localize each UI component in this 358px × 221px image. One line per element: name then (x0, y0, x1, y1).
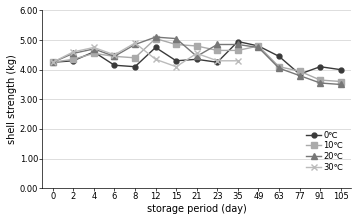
20℃ (112, 55, 117, 58)
30℃ (50, 61, 55, 64)
0℃ (92, 51, 96, 53)
Line: 30℃: 30℃ (49, 40, 241, 70)
10℃ (195, 45, 199, 47)
10℃ (236, 49, 240, 52)
10℃ (318, 79, 322, 81)
0℃ (318, 65, 322, 68)
0℃ (71, 59, 76, 62)
20℃ (256, 46, 261, 49)
20℃ (174, 37, 178, 40)
30℃ (112, 53, 117, 56)
20℃ (318, 82, 322, 84)
Line: 0℃: 0℃ (50, 39, 343, 76)
30℃ (133, 42, 137, 44)
30℃ (236, 59, 240, 62)
10℃ (256, 45, 261, 47)
10℃ (174, 43, 178, 46)
0℃ (256, 45, 261, 47)
20℃ (133, 43, 137, 46)
20℃ (236, 43, 240, 46)
X-axis label: storage period (day): storage period (day) (147, 204, 247, 214)
0℃ (112, 64, 117, 67)
10℃ (133, 57, 137, 59)
10℃ (339, 80, 343, 83)
20℃ (297, 74, 302, 77)
30℃ (195, 52, 199, 55)
20℃ (154, 36, 158, 38)
0℃ (50, 61, 55, 64)
10℃ (92, 52, 96, 55)
10℃ (215, 49, 219, 52)
10℃ (277, 65, 281, 68)
30℃ (92, 46, 96, 49)
0℃ (339, 68, 343, 71)
0℃ (297, 73, 302, 75)
0℃ (133, 65, 137, 68)
20℃ (71, 52, 76, 55)
0℃ (174, 59, 178, 62)
20℃ (339, 83, 343, 86)
30℃ (71, 51, 76, 53)
Line: 10℃: 10℃ (49, 35, 344, 85)
0℃ (277, 55, 281, 58)
20℃ (277, 67, 281, 70)
10℃ (112, 55, 117, 58)
20℃ (215, 43, 219, 46)
0℃ (215, 61, 219, 64)
30℃ (154, 58, 158, 61)
Line: 20℃: 20℃ (49, 34, 344, 88)
30℃ (174, 65, 178, 68)
Legend: 0℃, 10℃, 20℃, 30℃: 0℃, 10℃, 20℃, 30℃ (303, 127, 347, 175)
0℃ (195, 58, 199, 61)
0℃ (154, 46, 158, 49)
20℃ (92, 48, 96, 50)
10℃ (154, 37, 158, 40)
0℃ (236, 40, 240, 43)
10℃ (71, 58, 76, 61)
20℃ (195, 55, 199, 58)
10℃ (50, 61, 55, 64)
30℃ (215, 59, 219, 62)
10℃ (297, 70, 302, 72)
Y-axis label: shell strength (kg): shell strength (kg) (7, 54, 17, 144)
20℃ (50, 61, 55, 64)
